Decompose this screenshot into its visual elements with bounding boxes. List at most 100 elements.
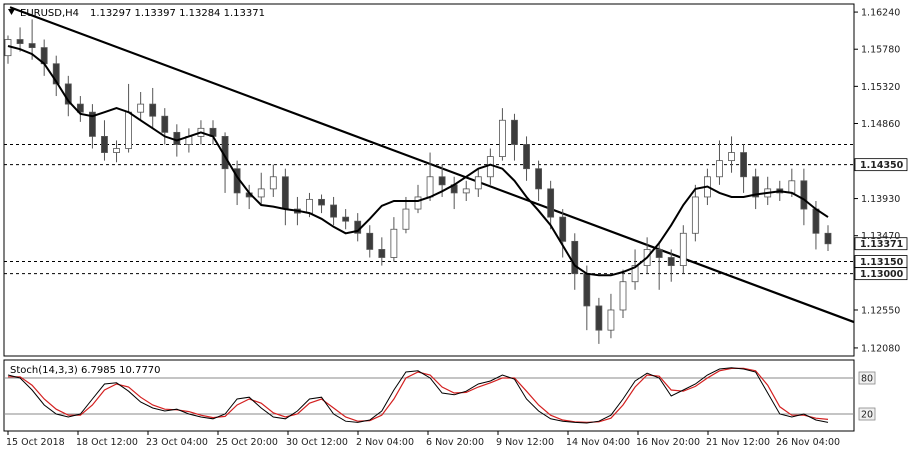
candle-body bbox=[716, 160, 723, 178]
time-tick-label: 25 Oct 20:00 bbox=[216, 437, 278, 448]
candle bbox=[547, 180, 555, 230]
candle-body bbox=[655, 249, 663, 258]
candle-body bbox=[486, 156, 494, 178]
level-price-label: 1.14350 bbox=[860, 160, 904, 171]
candle-body bbox=[318, 198, 325, 206]
candle-body bbox=[800, 180, 808, 210]
candle-body bbox=[523, 144, 530, 170]
level-price-box bbox=[854, 158, 908, 172]
trendline bbox=[9, 6, 855, 324]
candle-body bbox=[583, 273, 591, 307]
moving-average-line bbox=[7, 45, 829, 277]
candle-body bbox=[547, 188, 555, 218]
candle bbox=[257, 172, 265, 206]
stochastic-signal-line bbox=[8, 367, 829, 424]
level-price-box bbox=[854, 267, 908, 281]
candle bbox=[571, 233, 579, 290]
candle bbox=[402, 196, 410, 234]
time-tick-label: 2 Nov 04:00 bbox=[356, 437, 414, 448]
candle-body bbox=[16, 39, 24, 44]
candle bbox=[559, 209, 567, 258]
candle-body bbox=[378, 249, 386, 258]
candle-body bbox=[752, 176, 760, 198]
candle-body bbox=[101, 136, 108, 153]
candle-body bbox=[559, 216, 567, 242]
candle bbox=[101, 120, 108, 161]
candle-body bbox=[691, 196, 699, 234]
candle-body bbox=[52, 63, 60, 85]
stochastic-oscillator: 80 20 bbox=[4, 367, 876, 424]
price-tick-label: 1.14860 bbox=[861, 119, 900, 130]
candle-body bbox=[113, 148, 120, 153]
stochastic-main-line bbox=[7, 367, 829, 424]
time-tick-label: 23 Oct 04:00 bbox=[146, 437, 208, 448]
candle-body bbox=[679, 232, 687, 266]
candle-body bbox=[535, 168, 542, 190]
chart-dropdown-icon[interactable] bbox=[8, 9, 15, 15]
candle-body bbox=[414, 196, 422, 210]
candle-body bbox=[667, 257, 675, 266]
level-price-label: 1.13150 bbox=[860, 257, 904, 268]
candle bbox=[16, 27, 24, 52]
candle-body bbox=[788, 180, 796, 194]
candle bbox=[113, 140, 120, 163]
candle-body bbox=[4, 39, 12, 57]
candle bbox=[824, 225, 832, 252]
candle-body bbox=[619, 281, 627, 311]
candle bbox=[631, 249, 639, 290]
candle bbox=[728, 136, 735, 173]
candle bbox=[535, 160, 542, 201]
candle bbox=[523, 136, 530, 181]
candle bbox=[679, 225, 687, 274]
price-tick-label: 1.12550 bbox=[861, 305, 900, 316]
candle bbox=[52, 55, 60, 97]
candle bbox=[619, 269, 627, 319]
candle-body bbox=[631, 265, 639, 283]
candle-body bbox=[306, 198, 313, 214]
candle bbox=[462, 180, 470, 201]
candle bbox=[499, 108, 506, 161]
candle bbox=[655, 241, 663, 290]
candle-body bbox=[812, 208, 820, 234]
candle bbox=[752, 168, 760, 210]
candle bbox=[89, 104, 96, 149]
main-pane-frame bbox=[3, 3, 855, 357]
candle bbox=[474, 168, 482, 197]
time-tick-label: 6 Nov 20:00 bbox=[426, 437, 484, 448]
candle-body bbox=[330, 204, 337, 218]
candle-body bbox=[269, 176, 277, 190]
candle bbox=[76, 96, 84, 122]
candle bbox=[740, 144, 747, 193]
time-tick-label: 15 Oct 2018 bbox=[6, 437, 65, 448]
candle-body bbox=[125, 111, 132, 149]
time-tick-label: 18 Oct 12:00 bbox=[76, 437, 138, 448]
time-tick-label: 16 Nov 20:00 bbox=[636, 437, 700, 448]
candle bbox=[691, 184, 699, 242]
price-tick-label: 1.12080 bbox=[861, 343, 900, 354]
oscillator-level-label: 20 bbox=[861, 410, 873, 421]
oscillator-label: Stoch(14,3,3) 6.7985 10.7770 bbox=[10, 365, 161, 376]
candle-body bbox=[571, 240, 579, 275]
candle-body bbox=[366, 232, 374, 250]
price-tick-label: 1.13930 bbox=[861, 194, 900, 205]
current-price-label: 1.13371 bbox=[860, 239, 903, 250]
oscillator-level-label: 80 bbox=[861, 374, 873, 385]
candle-body bbox=[511, 119, 518, 145]
candle bbox=[607, 293, 615, 339]
time-axis: 15 Oct 2018 18 Oct 12:00 23 Oct 04:00 25 Oc… bbox=[6, 431, 840, 448]
candle-body bbox=[499, 119, 506, 157]
candle-body bbox=[281, 176, 289, 210]
candle bbox=[511, 113, 518, 161]
moving-average-layer bbox=[7, 45, 829, 277]
symbol-label: EURUSD,H4 bbox=[20, 8, 79, 19]
candle-body bbox=[740, 152, 747, 178]
candle-body bbox=[137, 103, 145, 113]
candle bbox=[330, 196, 337, 226]
price-tick-label: 1.15320 bbox=[861, 82, 900, 93]
level-price-label: 1.13000 bbox=[860, 269, 904, 280]
candle bbox=[342, 209, 350, 230]
candle bbox=[161, 108, 169, 145]
